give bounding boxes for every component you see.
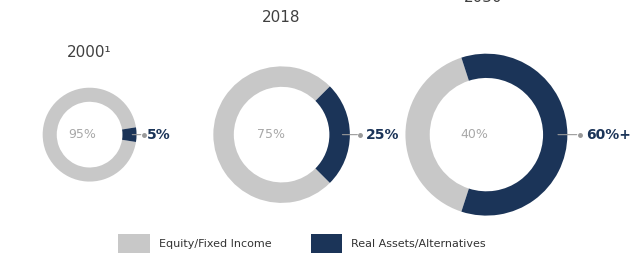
FancyBboxPatch shape [118, 234, 150, 253]
Text: 25%: 25% [365, 128, 399, 142]
Text: 2000¹: 2000¹ [67, 45, 112, 60]
Wedge shape [406, 58, 469, 212]
Wedge shape [213, 66, 330, 203]
Text: Equity/Fixed Income: Equity/Fixed Income [159, 239, 271, 249]
Wedge shape [43, 88, 136, 182]
Text: 75%: 75% [257, 128, 285, 141]
Text: 40%: 40% [460, 128, 488, 141]
Text: 2018: 2018 [262, 10, 301, 25]
Wedge shape [122, 127, 136, 142]
Wedge shape [461, 54, 568, 216]
Text: 95%: 95% [68, 128, 97, 141]
Text: 2030²: 2030² [464, 0, 509, 5]
FancyBboxPatch shape [311, 234, 342, 253]
Text: Real Assets/Alternatives: Real Assets/Alternatives [351, 239, 486, 249]
Wedge shape [316, 86, 350, 183]
Text: 5%: 5% [147, 128, 171, 142]
Text: 60%+: 60%+ [586, 128, 631, 142]
